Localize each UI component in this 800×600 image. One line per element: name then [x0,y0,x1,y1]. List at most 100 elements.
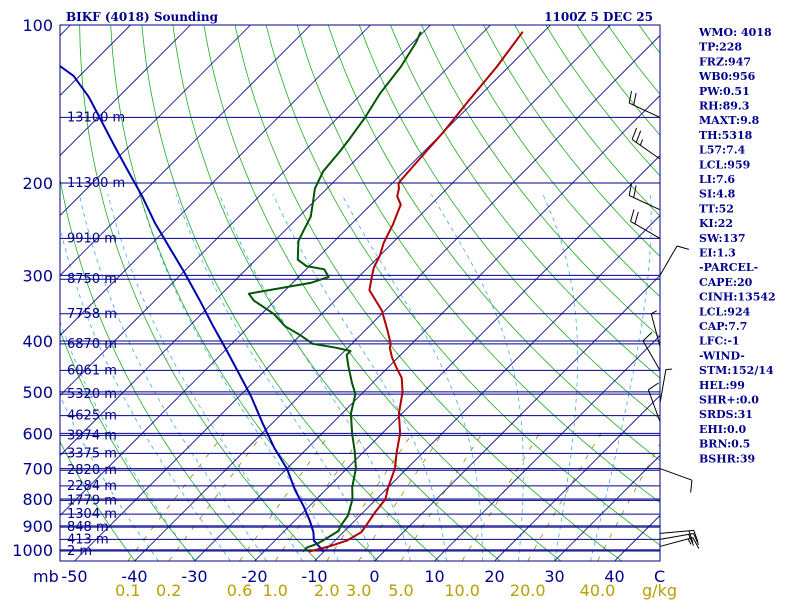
temperature-tick-label: -50 [61,567,87,586]
moist-adiabat [60,320,195,561]
height-label: 1779 m [67,493,117,508]
mixing-ratio-label: 0.2 [156,581,181,600]
isotherm [374,274,660,561]
height-label: 4625 m [67,409,117,424]
temperature-tick-label: 40 [604,567,624,586]
index-value: BSHR:39 [699,452,755,465]
moist-adiabat [430,193,524,561]
mixing-ratio-label: 0.1 [115,581,140,600]
wind-barb-feather [634,211,639,225]
dewpoint-line [247,31,422,553]
dry-adiabat [296,25,660,503]
index-value: SW:137 [699,232,746,245]
index-value: LI:7.6 [699,173,735,186]
moist-adiabat [175,193,375,561]
dry-adiabat [452,25,660,298]
height-label: 5320 m [67,387,117,402]
index-value: TP:228 [699,41,742,54]
profiles-layer [60,31,524,553]
height-label: 6061 m [67,363,117,378]
dry-adiabat [390,25,660,379]
height-label: 2820 m [67,463,117,478]
dry-adiabat [60,440,136,561]
index-value: EHI:0.0 [699,423,746,436]
temperature-line [308,31,524,553]
index-value: WMO: 4018 [698,26,772,39]
pressure-tick-label: 1000 [12,541,53,560]
axis-labels: mb C g/kg 100200300400500600700800900100… [12,16,677,600]
height-label: 2 m [67,544,92,559]
mixing-ratio-label: 10.0 [444,581,480,600]
mixing-ratio-label: 1.0 [262,581,287,600]
isotherm [314,214,660,561]
pressure-tick-label: 300 [22,266,53,285]
wind-barb-feather [628,183,633,196]
wind-barb-staff [642,340,661,371]
dry-adiabat [79,25,318,561]
height-label: 9910 m [67,231,117,246]
mixing-ratio-label: 3.0 [346,581,371,600]
temperature-tick-label: 30 [544,567,564,586]
wind-barb [628,183,661,211]
wind-barb [628,90,661,118]
temperature-unit-label: C [654,567,665,586]
index-value: -PARCEL- [699,261,758,274]
height-label: 6870 m [67,337,117,352]
index-value: HEL:99 [699,379,745,392]
isotherm [60,25,251,217]
moist-adiabat [272,193,447,561]
wind-barb-feather [633,92,637,106]
isotherm [554,454,660,561]
index-value: SHR+:0.0 [699,394,759,407]
index-value: EI:1.3 [699,247,736,260]
moist-adiabat [60,394,159,561]
wind-barb-feather [633,185,637,198]
dry-adiabat [483,25,660,257]
temperature-tick-label: 0 [369,567,379,586]
temperature-tick-label: -10 [301,567,327,586]
wind-barb-staff [630,220,661,239]
pressure-axis-label: mb [33,567,59,586]
mixing-ratio-line [527,433,602,561]
isotherm [134,34,660,561]
dry-adiabat [265,25,660,546]
index-value: LCL:959 [699,158,750,171]
pressure-tick-label: 800 [22,490,53,509]
mixing-ratio-line [461,433,540,561]
plot-frame [59,24,661,562]
index-value: LCL:924 [699,305,751,318]
wind-barb-half-feather [687,538,692,545]
isotherm [60,25,491,457]
moist-adiabat [139,193,339,561]
index-value: STM:152/14 [699,364,774,377]
mixing-ratio-line [168,433,264,561]
height-labels: 13100 m 11300 m 9910 m 8750 m 7758 m 6870 m 60… [67,110,125,559]
mixing-ratio-line [400,433,483,561]
isotherm [194,94,660,561]
wind-barb-staff [659,529,694,534]
dry-adiabat [60,329,197,561]
wind-barb-staff [628,195,661,211]
height-label: 3974 m [67,428,117,443]
dry-adiabat [60,176,257,561]
mixing-ratio-label: 20.0 [510,581,546,600]
parcel-line [60,64,325,553]
temperature-tick-label: -30 [181,567,207,586]
isotherm [60,25,431,397]
wind-barbs [628,90,700,549]
temperature-tick-label: 10 [424,567,444,586]
index-value: MAXT:9.8 [699,114,760,127]
moist-adiabat [542,193,578,561]
wind-barb-feather [688,530,694,543]
wind-barb-staff [647,389,661,422]
index-value: LFC:-1 [699,335,740,348]
temperature-tick-label: -40 [121,567,147,586]
height-label: 1304 m [67,507,117,522]
isotherm [254,154,660,561]
mixing-ratio-label: 40.0 [580,581,616,600]
index-value: TT:52 [699,202,734,215]
pressure-tick-label: 700 [22,460,53,479]
wind-barb-feather [642,331,653,342]
moist-adiabat [590,194,652,561]
moist-adiabat [341,193,483,561]
